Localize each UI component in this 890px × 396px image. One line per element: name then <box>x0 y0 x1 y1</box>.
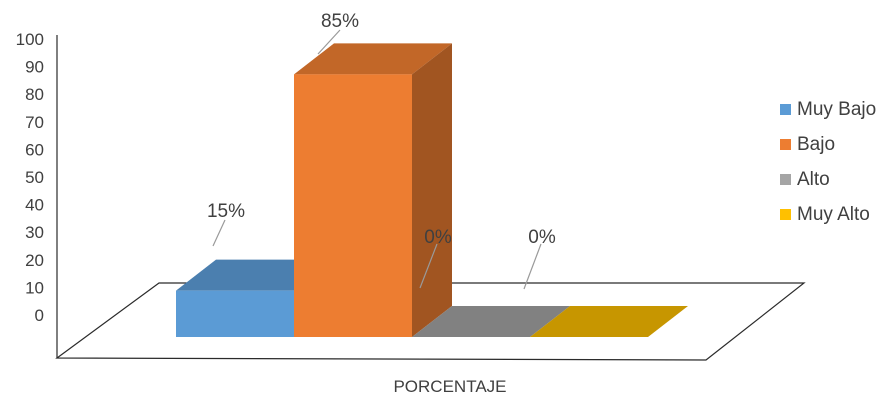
data-label-leaders <box>212 29 542 290</box>
bar-side-bajo <box>412 43 452 337</box>
y-tick-label: 80 <box>25 85 44 104</box>
y-tick-label: 90 <box>25 58 44 77</box>
label-leader-muy-bajo <box>212 219 226 247</box>
label-leader-bajo <box>317 29 341 55</box>
bar-muy-bajo <box>176 290 294 337</box>
data-label-bajo: 85% <box>321 11 359 32</box>
legend-swatch-alto <box>780 174 791 185</box>
y-tick-label: 50 <box>25 168 44 187</box>
x-axis-label: PORCENTAJE <box>393 377 506 396</box>
legend-swatch-bajo <box>780 139 791 150</box>
legend-item-muy-bajo: Muy Bajo <box>780 92 876 127</box>
legend-item-muy-alto: Muy Alto <box>780 197 876 232</box>
bar-muy-alto <box>530 306 688 337</box>
data-labels: 15% 85% 0% 0% <box>207 11 556 248</box>
y-tick-label: 0 <box>35 306 44 325</box>
bars <box>176 43 688 337</box>
y-tick-label: 60 <box>25 140 44 159</box>
label-leader-muy-alto <box>523 243 542 290</box>
y-tick-label: 30 <box>25 223 44 242</box>
legend-label-muy-alto: Muy Alto <box>797 203 870 225</box>
y-tick-label: 20 <box>25 251 44 270</box>
legend-item-bajo: Bajo <box>780 127 876 162</box>
legend-item-alto: Alto <box>780 162 876 197</box>
bar-top-bajo <box>294 43 452 75</box>
y-tick-label: 100 <box>16 30 44 49</box>
legend: Muy Bajo Bajo Alto Muy Alto <box>780 92 876 232</box>
bar-bajo <box>294 74 412 337</box>
y-tick-label: 40 <box>25 196 44 215</box>
y-tick-label: 70 <box>25 113 44 132</box>
data-label-muy-bajo: 15% <box>207 201 245 222</box>
label-leader-alto <box>419 243 438 289</box>
bar-alto <box>412 306 570 337</box>
y-tick-label: 10 <box>25 278 44 297</box>
y-axis-ticks: 0 10 20 30 40 50 60 70 80 90 100 <box>16 30 44 325</box>
data-label-muy-alto: 0% <box>528 227 556 248</box>
legend-label-bajo: Bajo <box>797 133 836 155</box>
legend-swatch-muy-alto <box>780 209 791 220</box>
legend-swatch-muy-bajo <box>780 104 791 115</box>
legend-label-muy-bajo: Muy Bajo <box>797 98 877 120</box>
legend-label-alto: Alto <box>797 168 830 190</box>
data-label-alto: 0% <box>424 227 452 248</box>
